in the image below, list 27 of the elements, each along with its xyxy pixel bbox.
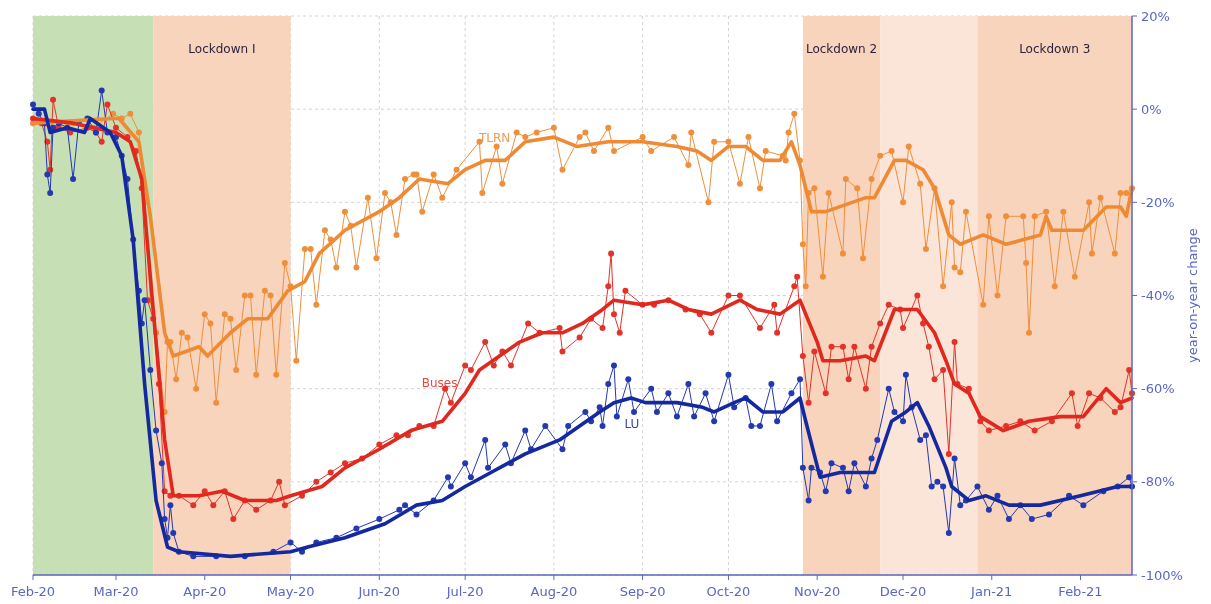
band-label: Lockdown 2 bbox=[805, 42, 878, 56]
x-tick-label: Jul-20 bbox=[445, 584, 484, 599]
x-tick-label: Sep-20 bbox=[619, 584, 666, 599]
y-tick-label: -60% bbox=[1141, 381, 1175, 397]
band-label: Lockdown 3 bbox=[1019, 42, 1091, 56]
x-tick-label: Feb-21 bbox=[1058, 584, 1103, 599]
x-tick-label: Jan-21 bbox=[970, 584, 1013, 599]
y-tick-label: -80% bbox=[1141, 474, 1175, 490]
y-tick-label: 0% bbox=[1141, 101, 1162, 117]
x-tick-label: Feb-20 bbox=[10, 584, 56, 599]
x-tick-label: Dec-20 bbox=[879, 584, 927, 599]
y-tick-label: -20% bbox=[1141, 194, 1175, 210]
y-axis-title: year-on-year change bbox=[1185, 228, 1200, 363]
band-label: Lockdown I bbox=[188, 42, 256, 56]
x-tick-label: Oct-20 bbox=[706, 584, 751, 599]
y-tick-label: -40% bbox=[1141, 288, 1175, 303]
series-label: LU bbox=[624, 416, 640, 431]
series-label: TLRN bbox=[477, 131, 511, 146]
x-tick-label: Aug-20 bbox=[530, 584, 578, 599]
x-tick-label: Nov-20 bbox=[794, 584, 841, 599]
x-tick-label: Mar-20 bbox=[93, 584, 139, 599]
x-tick-label: May-20 bbox=[266, 584, 315, 599]
y-tick-label: -100% bbox=[1141, 567, 1183, 583]
y-tick-label: 20% bbox=[1141, 8, 1170, 24]
x-tick-label: Jun-20 bbox=[357, 584, 401, 599]
series-label: Buses bbox=[421, 376, 458, 391]
x-tick-label: Apr-20 bbox=[183, 584, 227, 599]
